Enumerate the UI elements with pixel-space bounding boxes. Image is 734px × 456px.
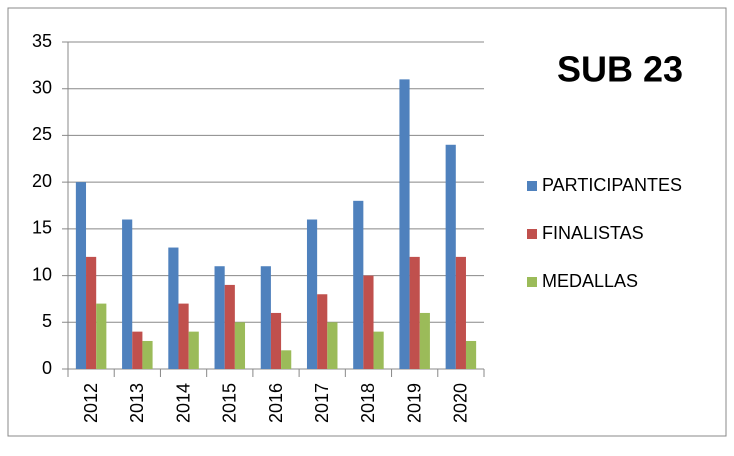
bar (455, 256, 466, 369)
bar (419, 312, 430, 369)
bar (178, 303, 189, 369)
bar (132, 331, 143, 369)
bar (224, 284, 235, 369)
bar (142, 340, 153, 369)
x-tick-label: 2016 (266, 383, 286, 423)
bar (317, 294, 328, 369)
bar (353, 200, 364, 369)
x-tick-label: 2020 (451, 383, 471, 423)
bar (373, 331, 384, 369)
bar (214, 266, 225, 369)
y-tick-label: 30 (32, 77, 52, 97)
legend-swatch (527, 181, 537, 191)
bar (465, 340, 477, 369)
bar (306, 219, 318, 369)
bar (409, 256, 420, 369)
bar (168, 247, 179, 369)
bar (270, 312, 282, 369)
bar (75, 182, 87, 369)
x-tick-label: 2012 (81, 383, 101, 423)
bar (327, 322, 338, 369)
legend-swatch (527, 229, 537, 239)
bar (281, 350, 292, 369)
x-tick-label: 2018 (358, 383, 378, 423)
y-tick-label: 5 (42, 311, 52, 331)
x-tick-label: 2017 (312, 383, 332, 423)
bar (260, 266, 271, 369)
legend-label: PARTICIPANTES (542, 175, 682, 195)
legend-label: FINALISTAS (542, 223, 644, 243)
y-tick-label: 25 (32, 124, 52, 144)
y-tick-label: 20 (32, 171, 52, 191)
bar (96, 303, 107, 369)
bar (122, 219, 133, 369)
bar (445, 144, 456, 369)
legend-label: MEDALLAS (542, 271, 638, 291)
bar (399, 79, 410, 369)
x-tick-label: 2014 (173, 383, 193, 423)
y-tick-label: 35 (32, 31, 52, 51)
bar (234, 322, 246, 369)
y-tick-label: 10 (32, 264, 52, 284)
bar (363, 275, 374, 369)
bar (86, 256, 97, 369)
chart-title: SUB 23 (557, 49, 683, 90)
x-tick-label: 2015 (220, 383, 240, 423)
legend-swatch (527, 277, 537, 287)
y-tick-label: 0 (42, 358, 52, 378)
bar (188, 331, 199, 369)
y-tick-label: 15 (32, 218, 52, 238)
x-tick-label: 2019 (404, 383, 424, 423)
x-tick-label: 2013 (127, 383, 147, 423)
